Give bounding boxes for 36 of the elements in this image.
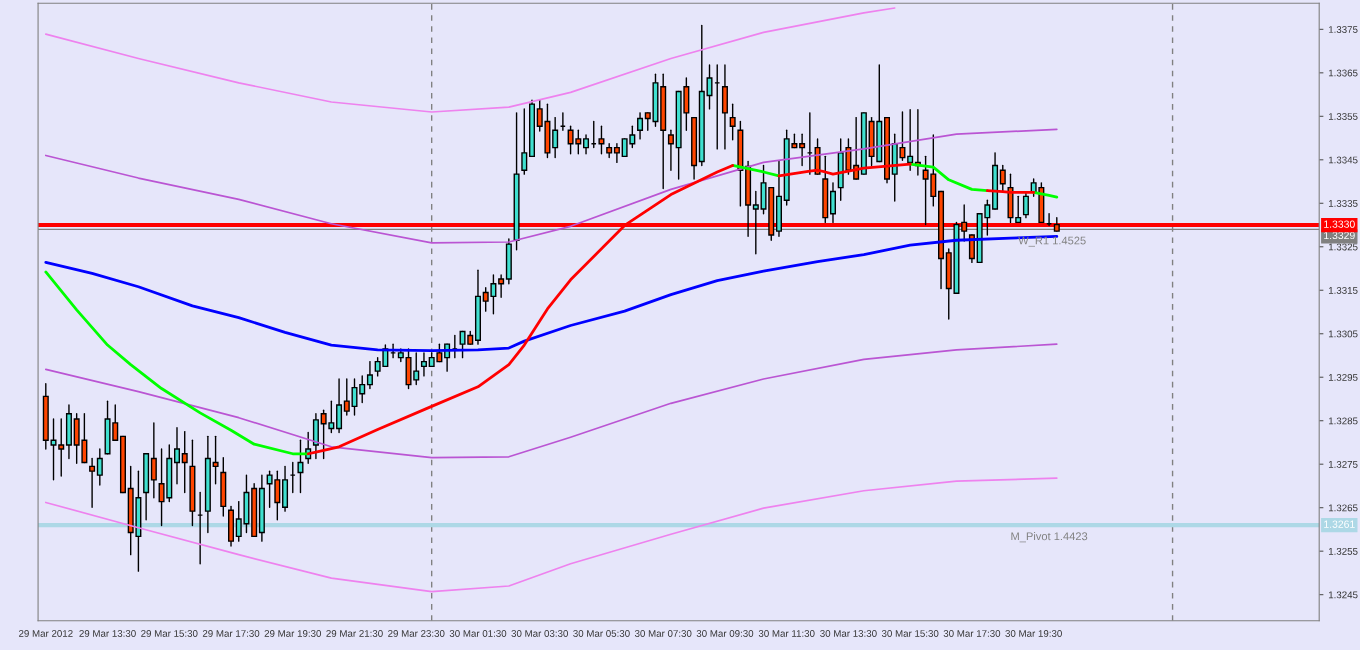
x-tick-label: 30 Mar 13:30	[820, 630, 877, 637]
x-tick-label: 30 Mar 01:30	[449, 630, 507, 637]
annotation: M_Pivot 1.4423	[1011, 532, 1088, 543]
y-tick-label: 1.3265	[1328, 504, 1358, 512]
x-tick-label: 29 Mar 15:30	[141, 630, 198, 637]
y-tick-label: 1.3305	[1328, 330, 1358, 338]
y-tick-label: 1.3295	[1328, 373, 1358, 381]
y-tick-label: 1.3255	[1328, 547, 1358, 555]
annotation: W_R1 1.4525	[1018, 236, 1086, 247]
x-tick-label: 30 Mar 03:30	[511, 630, 568, 637]
x-tick-label: 29 Mar 19:30	[264, 630, 322, 637]
ref-line-label: 1.3330	[1324, 220, 1355, 228]
y-tick-label: 1.3245	[1328, 591, 1358, 599]
x-tick-label: 30 Mar 17:30	[943, 630, 1001, 637]
y-tick-label: 1.3275	[1328, 460, 1358, 468]
ref-line-label: 1.3261	[1324, 520, 1355, 528]
x-tick-label: 29 Mar 23:30	[388, 630, 445, 637]
y-tick-label: 1.3285	[1328, 417, 1358, 425]
y-tick-label: 1.3365	[1328, 69, 1358, 77]
y-tick-label: 1.3315	[1328, 286, 1358, 294]
y-tick-label: 1.3325	[1328, 243, 1358, 251]
y-tick-label: 1.3345	[1328, 156, 1358, 164]
x-tick-label: 29 Mar 21:30	[326, 630, 383, 637]
y-tick-label: 1.3375	[1328, 26, 1358, 33]
y-tick-label: 1.3335	[1328, 200, 1358, 207]
ref-line-label: 1.3329	[1324, 231, 1355, 240]
x-tick-label: 29 Mar 2012	[19, 630, 73, 637]
x-tick-label: 30 Mar 19:30	[1005, 630, 1062, 637]
x-tick-label: 30 Mar 15:30	[881, 630, 939, 637]
x-tick-label: 30 Mar 05:30	[573, 630, 630, 637]
x-tick-label: 29 Mar 17:30	[202, 630, 260, 637]
x-tick-label: 30 Mar 07:30	[634, 630, 692, 637]
x-tick-label: 30 Mar 09:30	[696, 630, 754, 637]
y-tick-label: 1.3355	[1328, 113, 1358, 120]
x-tick-label: 30 Mar 11:30	[758, 630, 815, 637]
x-tick-label: 29 Mar 13:30	[79, 630, 136, 637]
